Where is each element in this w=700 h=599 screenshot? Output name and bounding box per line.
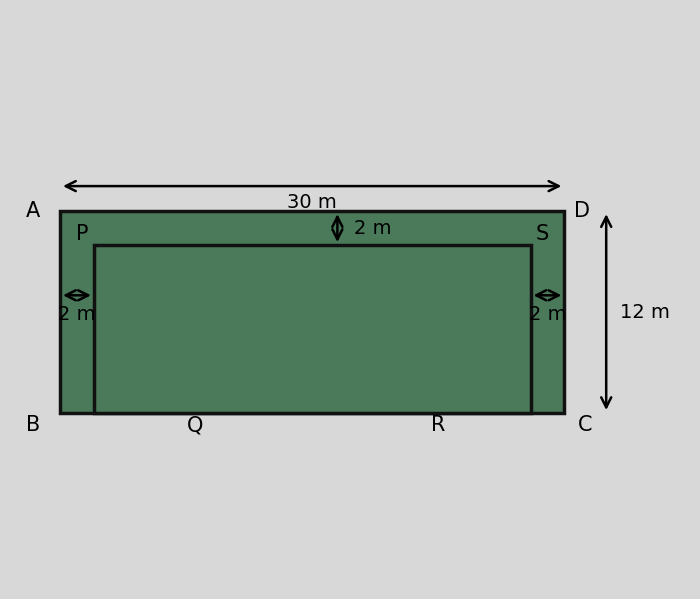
Text: 30 m: 30 m bbox=[287, 193, 337, 212]
Text: A: A bbox=[26, 201, 40, 221]
Text: 2 m: 2 m bbox=[58, 305, 96, 325]
Text: B: B bbox=[26, 415, 40, 435]
Text: P: P bbox=[76, 224, 89, 244]
Text: D: D bbox=[574, 201, 590, 221]
Text: C: C bbox=[578, 415, 592, 435]
Text: Q: Q bbox=[186, 416, 203, 435]
Text: R: R bbox=[431, 416, 445, 435]
Text: 2 m: 2 m bbox=[354, 219, 392, 238]
Text: 2 m: 2 m bbox=[528, 305, 566, 325]
Text: 12 m: 12 m bbox=[620, 302, 669, 322]
Bar bbox=[60, 211, 564, 413]
Text: S: S bbox=[536, 224, 549, 244]
Bar bbox=[94, 245, 531, 413]
